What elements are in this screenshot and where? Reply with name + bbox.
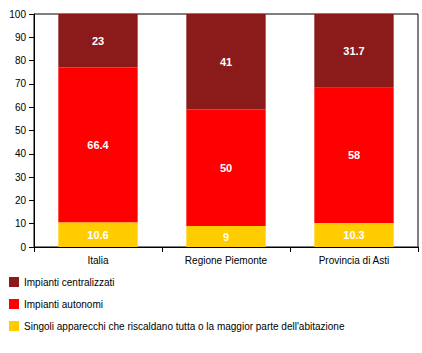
svg-text:70: 70 [15,78,27,89]
svg-text:0: 0 [20,242,26,253]
svg-text:30: 30 [15,172,27,183]
svg-text:Provincia di Asti: Provincia di Asti [319,255,390,266]
svg-text:80: 80 [15,55,27,66]
svg-text:60: 60 [15,102,27,113]
svg-text:66.4: 66.4 [87,139,109,151]
svg-text:31.7: 31.7 [343,45,364,57]
svg-text:41: 41 [220,56,232,68]
svg-text:40: 40 [15,148,27,159]
svg-text:23: 23 [92,35,104,47]
svg-text:50: 50 [220,162,232,174]
svg-text:10.6: 10.6 [87,229,108,241]
svg-text:20: 20 [15,195,27,206]
svg-text:50: 50 [15,125,27,136]
svg-text:Regione Piemonte: Regione Piemonte [185,255,268,266]
svg-text:Impianti autonomi: Impianti autonomi [24,299,103,310]
svg-text:90: 90 [15,32,27,43]
svg-text:58: 58 [348,149,360,161]
svg-text:10.3: 10.3 [343,229,364,241]
svg-text:Impianti centralizzati: Impianti centralizzati [24,277,115,288]
svg-text:100: 100 [9,9,26,20]
svg-text:10: 10 [15,218,27,229]
svg-text:Italia: Italia [87,255,109,266]
svg-text:9: 9 [223,231,229,243]
svg-text:Singoli apparecchi che riscald: Singoli apparecchi che riscaldano tutta … [24,321,345,332]
